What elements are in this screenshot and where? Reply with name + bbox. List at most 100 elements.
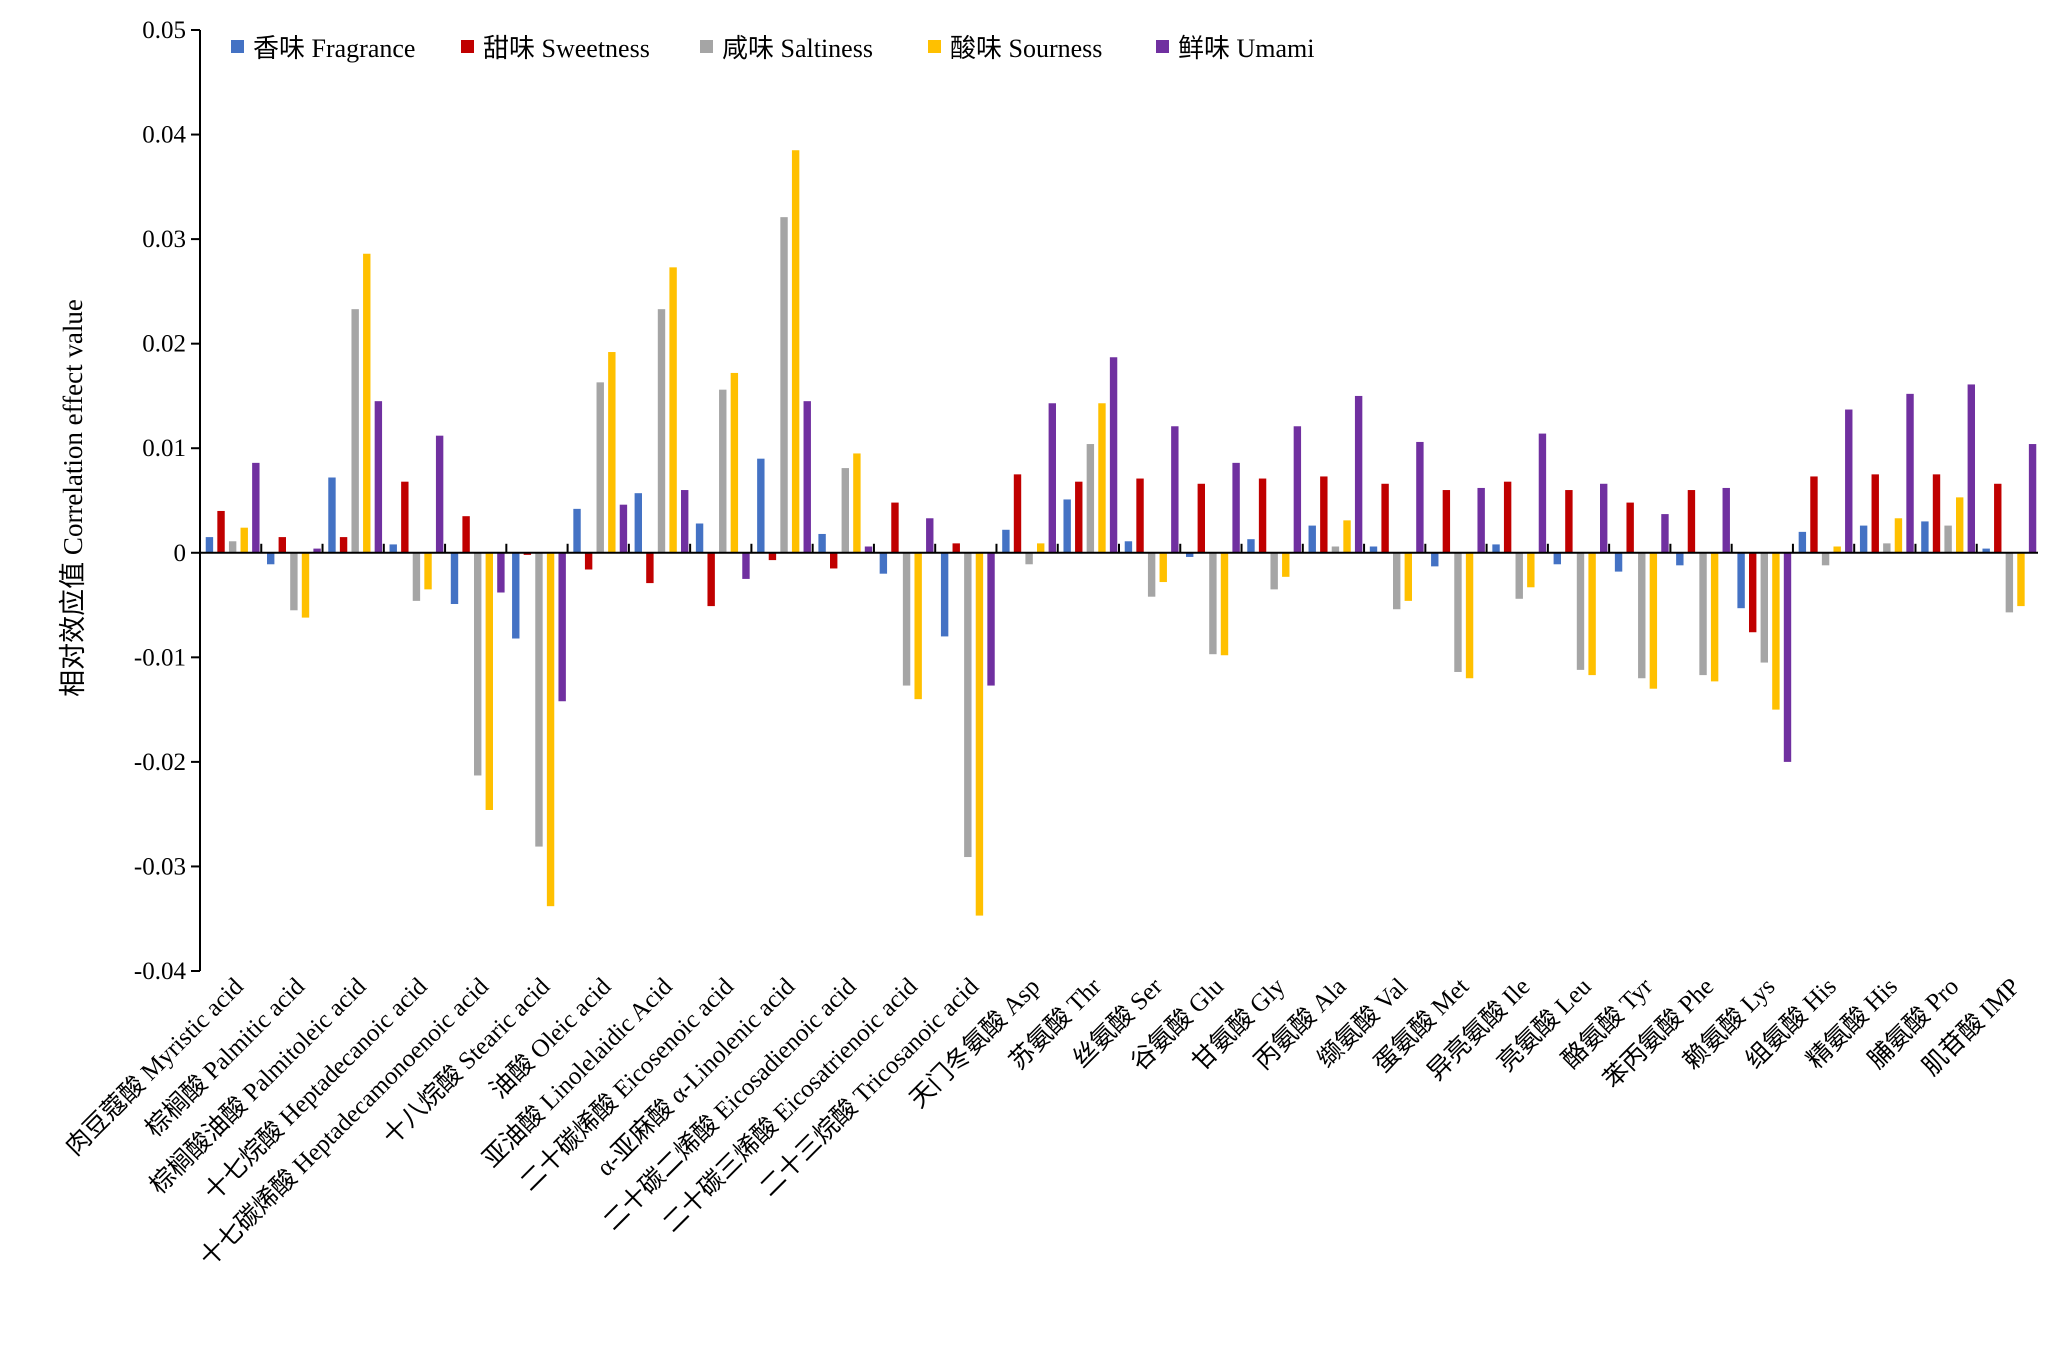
bar	[435, 435, 444, 553]
y-tick-label: -0.04	[134, 958, 187, 985]
bar	[1810, 476, 1818, 553]
y-tick-label: 0	[174, 540, 187, 567]
bar	[1186, 552, 1194, 557]
bar	[891, 502, 899, 553]
bar	[1320, 476, 1328, 553]
bar	[401, 481, 409, 553]
bar	[2028, 444, 2037, 553]
bar	[669, 267, 677, 553]
bar	[1025, 552, 1033, 565]
bar	[301, 552, 310, 618]
bar	[1772, 552, 1780, 710]
bar	[1565, 490, 1573, 553]
bar	[217, 510, 225, 553]
bar	[730, 372, 739, 553]
bar	[1209, 552, 1217, 655]
bar	[1921, 521, 1929, 553]
bar	[1932, 474, 1941, 553]
bar	[1147, 552, 1156, 597]
bar	[987, 552, 995, 686]
bar	[1503, 481, 1512, 553]
legend-label: 咸味 Saltiness	[722, 34, 873, 63]
bar	[1760, 552, 1768, 663]
y-axis: -0.04 -0.03 -0.02 -0.01 0 0.01 0.02 0.03 0.04 0.0…	[134, 17, 201, 985]
bar	[462, 516, 470, 553]
bar	[1553, 552, 1561, 565]
bar	[1588, 552, 1596, 676]
bar	[1906, 393, 1914, 553]
bar	[1109, 357, 1118, 553]
bar	[841, 468, 849, 553]
bar	[1416, 441, 1424, 553]
bar	[1013, 474, 1022, 553]
bar	[902, 552, 911, 686]
bar	[926, 518, 934, 553]
bar	[1833, 546, 1841, 553]
bar	[267, 552, 275, 565]
bar	[1258, 478, 1267, 553]
bar	[1037, 543, 1045, 553]
legend-label: 香味 Fragrance	[253, 34, 415, 63]
bar	[1075, 481, 1083, 553]
bar	[278, 537, 286, 553]
bar	[1676, 552, 1684, 566]
bar	[1894, 518, 1903, 553]
bar	[619, 504, 628, 553]
bar	[1492, 544, 1500, 553]
bar	[450, 552, 459, 605]
bar	[1967, 384, 1975, 553]
bar	[1381, 483, 1389, 553]
bar	[1197, 483, 1205, 553]
bar	[1454, 552, 1462, 672]
bar	[1600, 483, 1608, 553]
bar	[791, 150, 800, 553]
bar	[497, 552, 505, 593]
bar	[1343, 520, 1351, 553]
bar	[205, 537, 214, 553]
legend-label: 酸味 Sourness	[950, 34, 1102, 63]
y-axis-title: 相对效应值 Correlation effect value	[58, 299, 88, 697]
bar	[853, 453, 861, 553]
bar	[351, 309, 359, 553]
bar	[768, 552, 777, 561]
bar	[596, 382, 604, 553]
bar	[1982, 548, 1990, 553]
bar	[1048, 403, 1056, 553]
bar	[1282, 552, 1290, 577]
bar	[1159, 552, 1167, 583]
bar	[964, 552, 972, 858]
bar	[1063, 499, 1071, 553]
bar	[1331, 546, 1340, 553]
bar	[1404, 552, 1412, 601]
bar	[1699, 552, 1707, 676]
bar	[546, 552, 555, 907]
bar	[879, 552, 888, 574]
bar	[830, 552, 838, 569]
bar	[1649, 552, 1658, 689]
legend: 香味 Fragrance 甜味 Sweetness 咸味 Saltiness 酸味 S…	[231, 34, 1315, 63]
bar	[1576, 552, 1585, 670]
bar	[1465, 552, 1474, 679]
bar	[1956, 497, 1964, 553]
bar	[1354, 395, 1363, 553]
bar	[1687, 490, 1696, 553]
bar	[1308, 525, 1316, 553]
bar	[1124, 541, 1133, 553]
bar	[1798, 531, 1807, 553]
bar	[975, 552, 984, 916]
bar	[940, 552, 949, 637]
bar	[657, 309, 666, 553]
bar	[780, 217, 788, 553]
bar	[252, 462, 260, 553]
bar	[818, 533, 826, 553]
bar	[474, 552, 482, 776]
bar	[339, 537, 348, 553]
bar	[1994, 483, 2002, 553]
legend-label: 甜味 Sweetness	[483, 34, 650, 63]
bar	[1638, 552, 1646, 679]
bar	[313, 548, 321, 553]
bar	[584, 552, 593, 570]
y-tick-label: 0.03	[142, 226, 186, 253]
bar	[573, 508, 581, 553]
